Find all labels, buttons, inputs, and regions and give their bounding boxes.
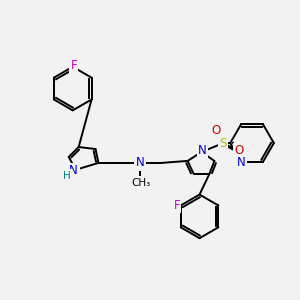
Text: F: F bbox=[173, 199, 180, 212]
Text: H: H bbox=[63, 171, 71, 181]
Text: F: F bbox=[70, 59, 77, 72]
Text: N: N bbox=[237, 156, 245, 170]
Text: N: N bbox=[136, 156, 145, 170]
Text: N: N bbox=[198, 145, 207, 158]
Text: O: O bbox=[235, 145, 244, 158]
Text: O: O bbox=[212, 124, 221, 137]
Text: CH₃: CH₃ bbox=[131, 178, 151, 188]
Text: N: N bbox=[69, 164, 78, 177]
Text: S: S bbox=[220, 136, 227, 150]
